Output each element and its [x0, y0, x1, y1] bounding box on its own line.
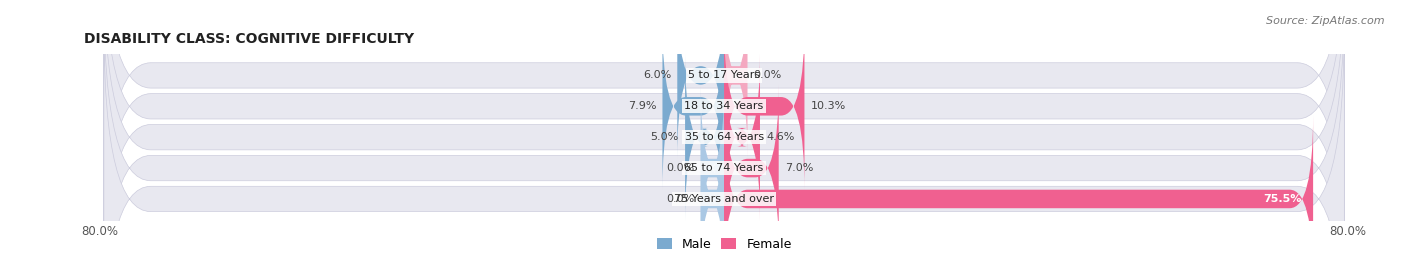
- FancyBboxPatch shape: [104, 0, 1344, 248]
- Text: 6.0%: 6.0%: [643, 70, 671, 80]
- Text: 7.0%: 7.0%: [785, 163, 813, 173]
- Text: 18 to 34 Years: 18 to 34 Years: [685, 101, 763, 111]
- FancyBboxPatch shape: [104, 0, 1344, 269]
- FancyBboxPatch shape: [724, 23, 804, 190]
- Text: 7.9%: 7.9%: [627, 101, 657, 111]
- Text: 10.3%: 10.3%: [811, 101, 846, 111]
- Text: 75.5%: 75.5%: [1263, 194, 1302, 204]
- Legend: Male, Female: Male, Female: [657, 238, 792, 251]
- Text: 0.0%: 0.0%: [666, 194, 695, 204]
- FancyBboxPatch shape: [662, 23, 724, 190]
- FancyBboxPatch shape: [700, 85, 724, 252]
- FancyBboxPatch shape: [724, 85, 779, 252]
- Text: 4.6%: 4.6%: [766, 132, 794, 142]
- FancyBboxPatch shape: [104, 26, 1344, 269]
- Text: 0.0%: 0.0%: [666, 163, 695, 173]
- FancyBboxPatch shape: [724, 54, 761, 221]
- Text: 65 to 74 Years: 65 to 74 Years: [685, 163, 763, 173]
- Text: 5 to 17 Years: 5 to 17 Years: [688, 70, 761, 80]
- FancyBboxPatch shape: [724, 0, 748, 159]
- FancyBboxPatch shape: [104, 0, 1344, 269]
- FancyBboxPatch shape: [685, 54, 724, 221]
- Text: 75 Years and over: 75 Years and over: [673, 194, 775, 204]
- Text: DISABILITY CLASS: COGNITIVE DIFFICULTY: DISABILITY CLASS: COGNITIVE DIFFICULTY: [84, 32, 415, 46]
- Text: 0.0%: 0.0%: [754, 70, 782, 80]
- FancyBboxPatch shape: [104, 0, 1344, 269]
- Text: 35 to 64 Years: 35 to 64 Years: [685, 132, 763, 142]
- FancyBboxPatch shape: [700, 116, 724, 269]
- FancyBboxPatch shape: [678, 0, 724, 159]
- Text: 5.0%: 5.0%: [651, 132, 679, 142]
- FancyBboxPatch shape: [724, 116, 1313, 269]
- Text: Source: ZipAtlas.com: Source: ZipAtlas.com: [1267, 16, 1385, 26]
